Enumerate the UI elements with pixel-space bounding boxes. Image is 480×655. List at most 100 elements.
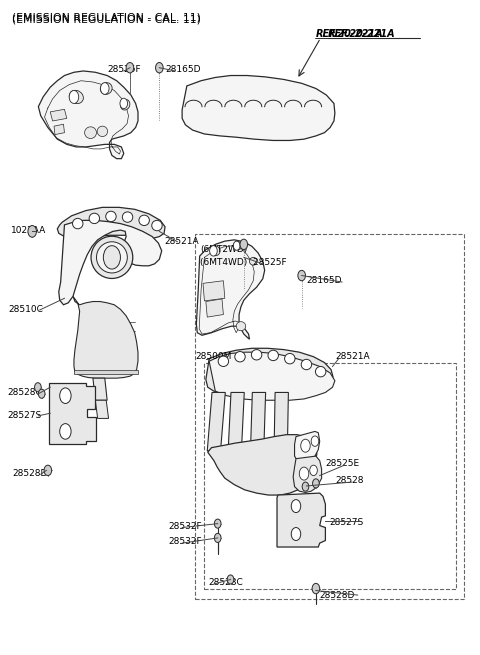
Circle shape xyxy=(310,465,317,476)
Text: 28500M: 28500M xyxy=(195,352,232,361)
Text: 28525E: 28525E xyxy=(325,459,360,468)
Ellipse shape xyxy=(268,350,278,361)
Ellipse shape xyxy=(69,90,84,103)
Ellipse shape xyxy=(235,352,245,362)
Circle shape xyxy=(28,225,36,237)
Ellipse shape xyxy=(301,360,312,369)
Polygon shape xyxy=(209,352,335,400)
Text: 28532F: 28532F xyxy=(168,522,202,531)
Bar xyxy=(204,363,456,589)
Polygon shape xyxy=(38,71,138,159)
Circle shape xyxy=(215,519,221,528)
Ellipse shape xyxy=(315,366,326,377)
Ellipse shape xyxy=(97,126,108,136)
Ellipse shape xyxy=(106,212,116,221)
Ellipse shape xyxy=(139,215,149,225)
Polygon shape xyxy=(250,392,265,467)
Text: 28532F: 28532F xyxy=(168,537,202,546)
Polygon shape xyxy=(295,432,320,462)
Polygon shape xyxy=(182,75,335,140)
Text: 28528D: 28528D xyxy=(320,591,355,599)
Circle shape xyxy=(291,527,301,540)
Polygon shape xyxy=(208,435,317,495)
Ellipse shape xyxy=(120,100,130,110)
Circle shape xyxy=(301,440,310,452)
Polygon shape xyxy=(207,392,225,451)
Text: REF.20-221A: REF.20-221A xyxy=(316,29,384,39)
Circle shape xyxy=(126,62,134,73)
Ellipse shape xyxy=(152,220,162,231)
Polygon shape xyxy=(59,220,162,305)
Text: (6MT2WD): (6MT2WD) xyxy=(200,245,247,254)
Polygon shape xyxy=(277,493,325,547)
Circle shape xyxy=(210,246,217,256)
Polygon shape xyxy=(74,369,138,374)
Circle shape xyxy=(215,533,221,542)
Circle shape xyxy=(233,241,240,250)
Text: 28528D: 28528D xyxy=(12,469,48,478)
Polygon shape xyxy=(196,240,264,339)
Bar xyxy=(195,234,465,599)
Ellipse shape xyxy=(89,213,99,223)
Ellipse shape xyxy=(100,83,112,94)
Ellipse shape xyxy=(218,356,228,366)
Polygon shape xyxy=(203,281,225,301)
Circle shape xyxy=(44,465,52,476)
Text: 28527S: 28527S xyxy=(329,518,363,527)
Text: 28528C: 28528C xyxy=(8,388,42,397)
Circle shape xyxy=(69,90,79,103)
Polygon shape xyxy=(54,124,64,135)
Circle shape xyxy=(156,62,163,73)
Circle shape xyxy=(300,467,309,480)
Circle shape xyxy=(100,83,109,94)
Polygon shape xyxy=(96,400,108,419)
Circle shape xyxy=(227,575,234,584)
Ellipse shape xyxy=(91,236,133,278)
Polygon shape xyxy=(274,392,288,472)
Text: 28527S: 28527S xyxy=(8,411,42,420)
Polygon shape xyxy=(57,208,165,238)
Circle shape xyxy=(38,389,45,398)
Ellipse shape xyxy=(252,350,262,360)
Circle shape xyxy=(291,500,301,513)
Text: REF.20-221A: REF.20-221A xyxy=(328,29,396,39)
Text: 28165D: 28165D xyxy=(306,276,342,285)
Ellipse shape xyxy=(236,322,246,331)
Polygon shape xyxy=(49,383,96,444)
Polygon shape xyxy=(73,296,138,378)
Circle shape xyxy=(120,98,128,109)
Circle shape xyxy=(240,239,248,250)
Ellipse shape xyxy=(96,242,127,273)
Text: 28510C: 28510C xyxy=(9,305,43,314)
Circle shape xyxy=(312,584,320,594)
Text: 28165D: 28165D xyxy=(165,65,201,73)
Circle shape xyxy=(35,383,41,392)
Ellipse shape xyxy=(84,127,96,138)
Circle shape xyxy=(298,271,305,281)
Circle shape xyxy=(60,424,71,440)
Ellipse shape xyxy=(233,242,242,250)
Text: 28525F: 28525F xyxy=(107,65,141,73)
Text: (6MT4WD)  28525F: (6MT4WD) 28525F xyxy=(200,258,287,267)
Circle shape xyxy=(103,246,120,269)
Ellipse shape xyxy=(72,218,83,229)
Text: 28528: 28528 xyxy=(335,476,363,485)
Polygon shape xyxy=(228,392,244,460)
Circle shape xyxy=(60,388,71,403)
Circle shape xyxy=(312,479,319,488)
Ellipse shape xyxy=(250,257,257,265)
Text: (EMISSION REGULATION - CAL. 11): (EMISSION REGULATION - CAL. 11) xyxy=(12,14,201,24)
Ellipse shape xyxy=(285,354,295,364)
Text: 28528C: 28528C xyxy=(209,578,243,588)
Polygon shape xyxy=(50,109,67,121)
Polygon shape xyxy=(293,456,322,493)
Text: (EMISSION REGULATION - CAL. 11): (EMISSION REGULATION - CAL. 11) xyxy=(12,12,201,22)
Text: 28521A: 28521A xyxy=(164,236,199,246)
Polygon shape xyxy=(206,299,223,317)
Polygon shape xyxy=(206,348,333,397)
Ellipse shape xyxy=(122,212,133,222)
Ellipse shape xyxy=(211,246,220,255)
Text: 1022AA: 1022AA xyxy=(12,225,47,234)
Circle shape xyxy=(311,436,319,446)
Circle shape xyxy=(302,482,309,491)
